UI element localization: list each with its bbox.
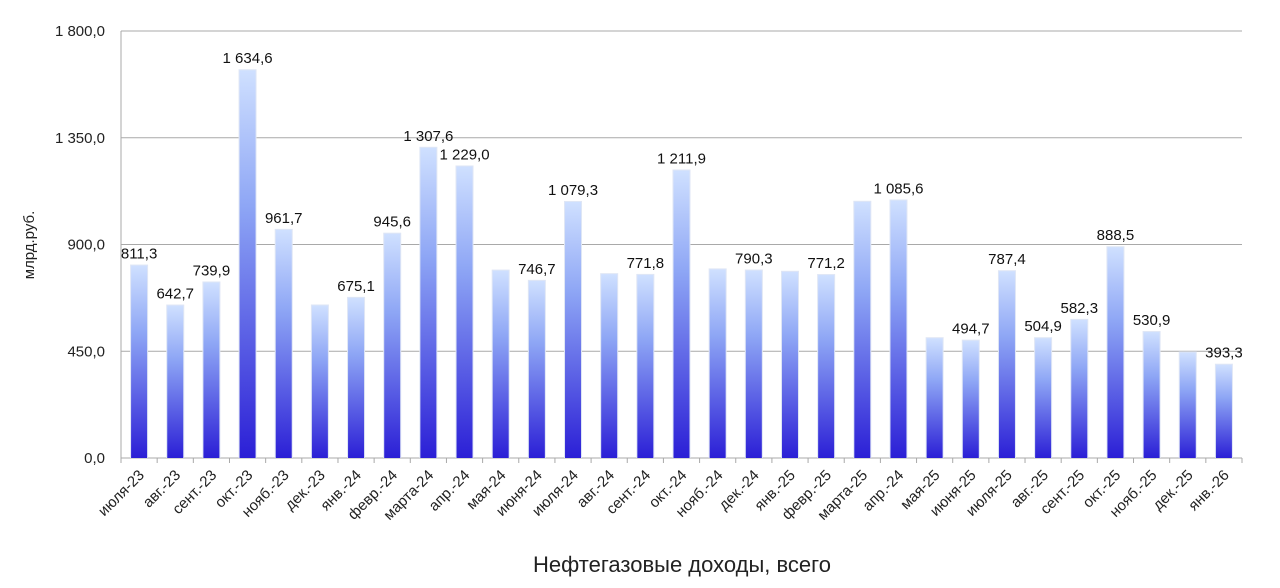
x-tick-label: янв.-26 bbox=[1185, 467, 1233, 515]
bar bbox=[239, 70, 256, 458]
data-label: 1 085,6 bbox=[873, 180, 923, 197]
bar-series bbox=[130, 69, 1233, 459]
bar bbox=[1143, 332, 1160, 458]
bar bbox=[709, 269, 726, 458]
bar bbox=[818, 275, 835, 458]
data-label: 746,7 bbox=[518, 261, 556, 278]
bar bbox=[565, 201, 582, 458]
data-label: 961,7 bbox=[265, 210, 303, 227]
data-label: 771,2 bbox=[807, 255, 845, 272]
y-axis-title: млрд.руб. bbox=[21, 211, 38, 280]
data-label: 1 307,6 bbox=[403, 128, 453, 145]
bar bbox=[962, 340, 979, 458]
data-label: 582,3 bbox=[1061, 300, 1099, 317]
bar bbox=[492, 270, 509, 458]
data-label: 1 229,0 bbox=[440, 146, 490, 163]
y-tick-label: 450,0 bbox=[67, 343, 105, 360]
bar bbox=[926, 338, 943, 458]
bar bbox=[781, 271, 798, 458]
chart-title: Нефтегазовые доходы, всего bbox=[533, 552, 831, 577]
bar bbox=[384, 233, 401, 458]
x-tick-label: июля-23 bbox=[95, 467, 148, 520]
bar bbox=[456, 166, 473, 458]
y-tick-label: 0,0 bbox=[84, 450, 105, 467]
data-label: 642,7 bbox=[156, 286, 194, 303]
bar bbox=[275, 229, 292, 458]
bar bbox=[854, 201, 871, 459]
data-label: 1 211,9 bbox=[657, 151, 706, 168]
bar bbox=[637, 274, 654, 458]
bar bbox=[311, 305, 328, 458]
data-label: 1 634,6 bbox=[223, 50, 273, 67]
bar bbox=[745, 270, 762, 458]
bar bbox=[528, 280, 545, 458]
data-label: 888,5 bbox=[1097, 227, 1135, 244]
data-label: 393,3 bbox=[1205, 345, 1243, 362]
data-labels: 811,3 642,7 739,9 1 634,6 961,7 675,1 945,6 1 3… bbox=[121, 50, 1243, 361]
data-label: 787,4 bbox=[988, 251, 1026, 268]
x-tick-labels: июля-23авг.-23сент.-23окт.-23нояб.-23дек… bbox=[95, 467, 1233, 524]
y-tick-label: 1 800,0 bbox=[55, 23, 105, 40]
x-tick-label: апр.-24 bbox=[426, 467, 474, 515]
bar bbox=[1107, 247, 1124, 458]
data-label: 771,8 bbox=[627, 255, 665, 272]
data-label: 504,9 bbox=[1024, 318, 1062, 335]
data-label: 739,9 bbox=[193, 262, 231, 279]
bar bbox=[348, 297, 365, 458]
bar bbox=[1035, 338, 1052, 458]
y-tick-label: 900,0 bbox=[67, 237, 105, 254]
data-label: 494,7 bbox=[952, 321, 990, 338]
bar bbox=[601, 274, 618, 458]
data-label: 530,9 bbox=[1133, 312, 1171, 329]
data-label: 811,3 bbox=[121, 246, 157, 263]
bar bbox=[998, 271, 1015, 458]
bar bbox=[203, 282, 220, 458]
bar bbox=[673, 170, 690, 459]
bar bbox=[1071, 319, 1088, 458]
data-label: 945,6 bbox=[373, 214, 411, 231]
data-label: 1 079,3 bbox=[548, 182, 598, 199]
data-label: 790,3 bbox=[735, 251, 773, 268]
bar bbox=[420, 147, 437, 458]
bar bbox=[131, 265, 148, 458]
y-tick-labels: 0,0 450,0 900,0 1 350,0 1 800,0 bbox=[55, 23, 105, 467]
x-tick-label: апр.-24 bbox=[859, 467, 907, 515]
bar bbox=[890, 200, 907, 458]
bar bbox=[1215, 364, 1232, 458]
data-label: 675,1 bbox=[337, 278, 375, 295]
y-tick-label: 1 350,0 bbox=[55, 130, 105, 147]
bar bbox=[167, 305, 184, 458]
bar bbox=[1179, 352, 1196, 458]
